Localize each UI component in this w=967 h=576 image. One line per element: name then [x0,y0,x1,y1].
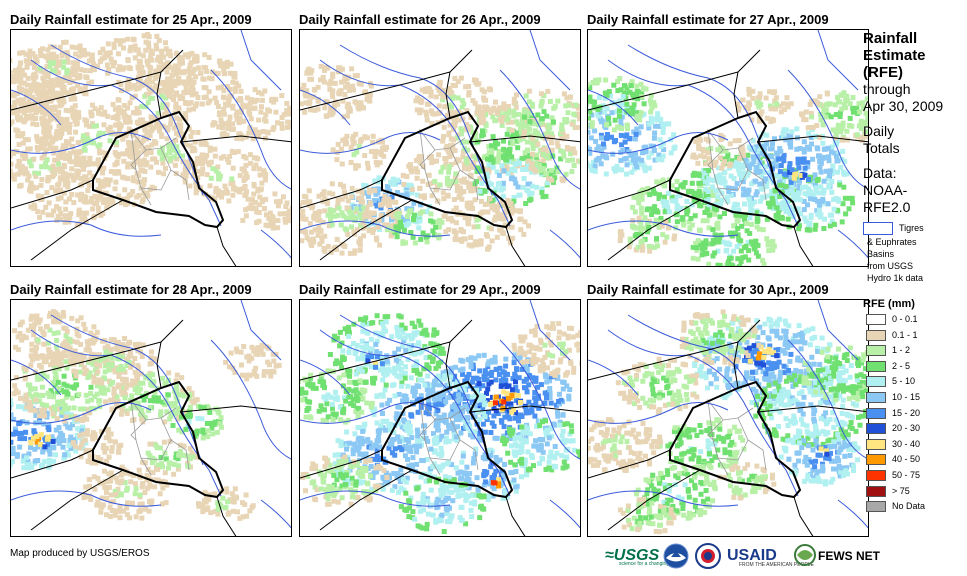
legend-label: 5 - 10 [892,376,916,387]
legend-row: 10 - 15 [863,391,967,407]
sidebar-totals: Totals [863,140,900,156]
legend-swatch [866,345,886,357]
legend-swatch [866,485,886,497]
map-panel: Daily Rainfall estimate for 28 Apr., 200… [10,282,292,537]
legend-swatch [866,469,886,481]
legend-row: > 75 [863,485,967,501]
legend-label: 30 - 40 [892,438,921,449]
legend-swatch [866,501,886,513]
sidebar-through-date: Apr 30, 2009 [863,98,944,114]
basin-label-1: Tigres [899,223,924,233]
sidebar-through: through [863,81,911,97]
legend-label: 15 - 20 [892,407,921,418]
panel-title: Daily Rainfall estimate for 27 Apr., 200… [587,12,829,27]
legend-label: 1 - 2 [892,345,911,356]
basin-swatch [863,222,893,235]
map-panel: Daily Rainfall estimate for 30 Apr., 200… [587,282,869,537]
map-panel: Daily Rainfall estimate for 27 Apr., 200… [587,12,869,267]
rainfall-map [587,29,869,267]
legend-swatch [866,423,886,435]
panel-title: Daily Rainfall estimate for 30 Apr., 200… [587,282,829,297]
legend-title: RFE (mm) [863,298,915,310]
sidebar-data-label: Data: [863,165,897,181]
legend-row: 20 - 30 [863,422,967,438]
usgs-tagline: science for a changing world [619,561,683,567]
legend-row: 1 - 2 [863,344,967,360]
sidebar-title-line-3: (RFE) [863,64,903,81]
usaid-logo: USAID [727,547,777,564]
sidebar-data-source-2: RFE2.0 [863,199,911,215]
basin-label-line: Hydro 1k data [867,273,924,283]
legend-row: 0.1 - 1 [863,329,967,345]
legend-row: No Data [863,500,967,516]
legend-label: 0 - 0.1 [892,314,918,324]
legend-swatch [866,454,886,466]
basin-label-line: from USGS [867,261,914,271]
legend-swatch [866,360,886,372]
noaa-logo-icon [663,543,689,569]
legend-swatch [866,376,886,388]
basin-label-lines: & Euphrates Basins from USGS Hydro 1k da… [867,236,967,284]
logo-strip: ≈USGS science for a changing world USAID… [605,543,960,569]
map-sidebar: Rainfall Estimate (RFE) through Apr 30, … [863,30,967,516]
legend-row: 30 - 40 [863,438,967,454]
panel-title: Daily Rainfall estimate for 26 Apr., 200… [299,12,541,27]
rainfall-map [587,299,869,537]
legend-label: 0.1 - 1 [892,329,918,340]
legend-label: 2 - 5 [892,360,911,371]
legend-label: 20 - 30 [892,423,921,434]
legend-label: > 75 [892,485,910,496]
legend-label: 10 - 15 [892,391,921,402]
legend-row: 5 - 10 [863,375,967,391]
basin-label-line: & Euphrates [867,237,917,247]
rainfall-map [299,299,581,537]
fews-net-logo: FEWS NET [818,549,880,563]
legend-label: 50 - 75 [892,469,921,480]
rainfall-map [10,299,292,537]
legend-row: 40 - 50 [863,453,967,469]
seal-logo-icon [695,543,721,569]
panel-title: Daily Rainfall estimate for 25 Apr., 200… [10,12,252,27]
legend-label: No Data [892,501,926,512]
sidebar-daily: Daily [863,123,895,139]
legend-swatch [866,314,886,325]
usaid-tagline: FROM THE AMERICAN PEOPLE [739,562,814,568]
sidebar-data-source-1: NOAA- [863,182,908,198]
basin-legend: Tigres [863,222,967,236]
legend-row: 2 - 5 [863,360,967,376]
legend-row: 50 - 75 [863,469,967,485]
rainfall-map [299,29,581,267]
map-credit: Map produced by USGS/EROS [10,548,150,559]
usgs-logo: ≈USGS [605,547,660,564]
sidebar-title-line-1: Rainfall [863,30,918,47]
rfe-legend: 0 - 0.1 0.1 - 1 1 - 2 2 - 5 5 - 10 10 - 15 15 … [863,313,967,516]
panel-title: Daily Rainfall estimate for 28 Apr., 200… [10,282,252,297]
legend-row: 15 - 20 [863,407,967,423]
legend-swatch [866,438,886,450]
legend-swatch [866,391,886,403]
fews-globe-icon [793,543,817,567]
rainfall-map [10,29,292,267]
sidebar-title-line-2: Estimate [863,47,926,64]
legend-swatch [866,329,886,341]
map-panel: Daily Rainfall estimate for 29 Apr., 200… [299,282,581,537]
basin-label-line: Basins [867,249,895,259]
legend-row: 0 - 0.1 [863,313,967,329]
legend-swatch [866,407,886,419]
legend-label: 40 - 50 [892,454,921,465]
panel-title: Daily Rainfall estimate for 29 Apr., 200… [299,282,541,297]
map-panel: Daily Rainfall estimate for 25 Apr., 200… [10,12,292,267]
map-panel: Daily Rainfall estimate for 26 Apr., 200… [299,12,581,267]
